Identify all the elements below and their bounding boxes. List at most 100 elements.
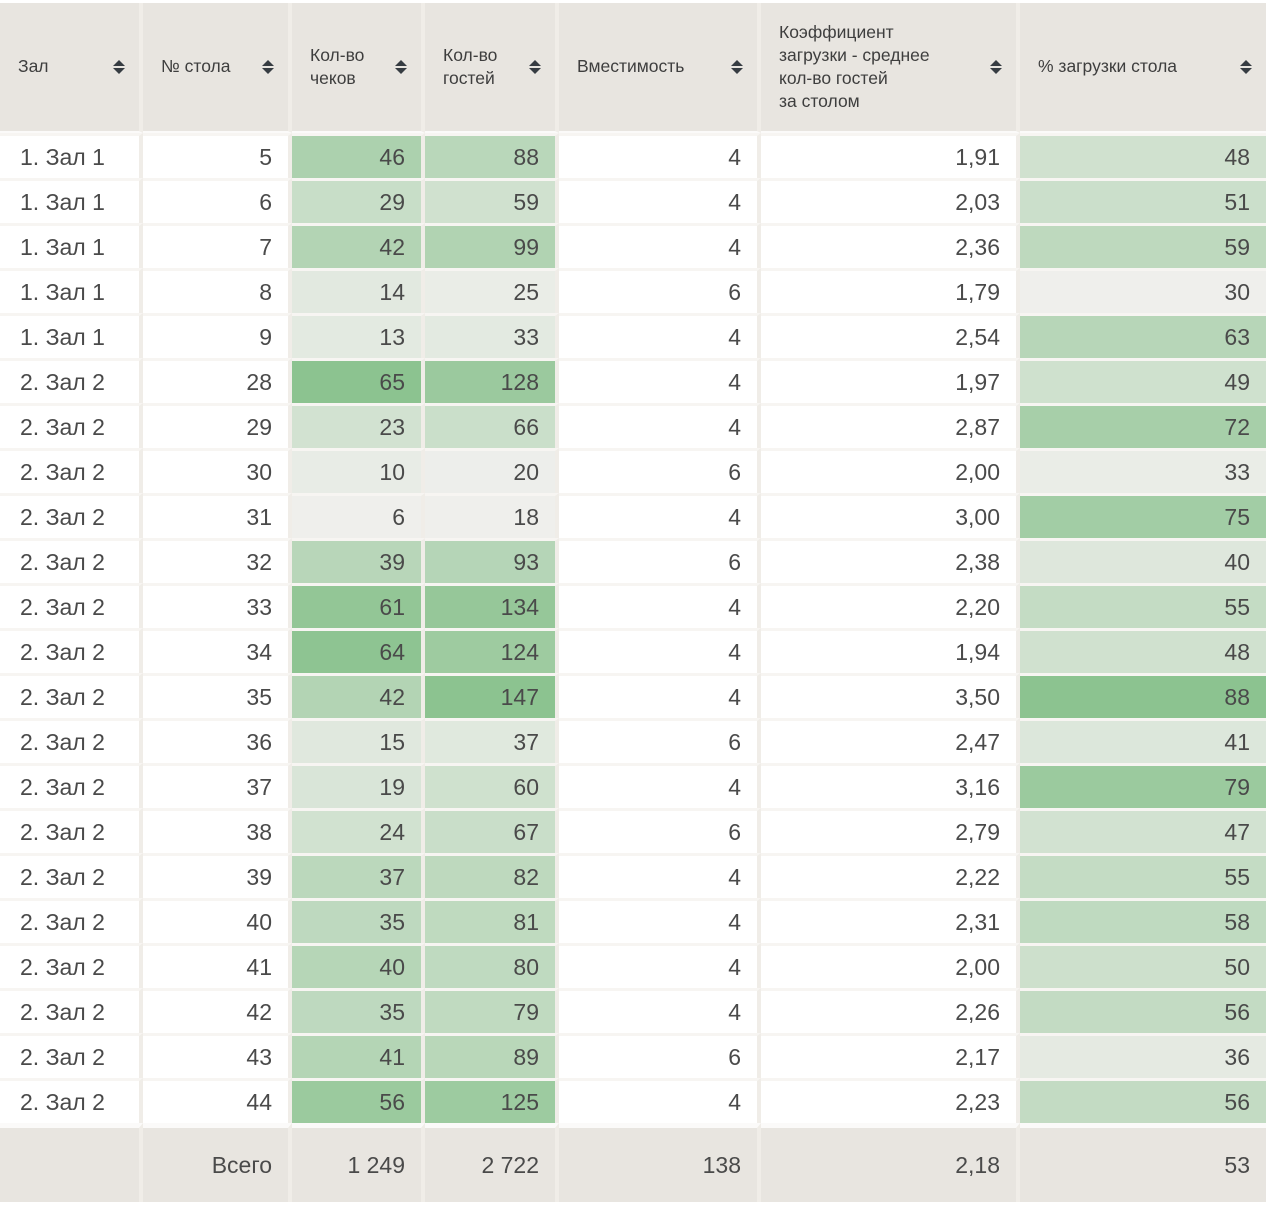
cell-checks: 13 (292, 313, 425, 358)
cell-guests: 25 (425, 268, 559, 313)
sort-down-arrow (1240, 68, 1252, 74)
sort-icon (990, 60, 1002, 74)
cell-table-no: 43 (143, 1033, 292, 1078)
cell-checks: 56 (292, 1078, 425, 1123)
cell-load-coef: 3,16 (761, 763, 1020, 808)
column-header-capacity[interactable]: Вместимость (559, 3, 761, 133)
cell-guests: 99 (425, 223, 559, 268)
cell-capacity: 4 (559, 493, 761, 538)
cell-checks: 29 (292, 178, 425, 223)
cell-checks: 14 (292, 268, 425, 313)
column-header-load-coef[interactable]: Коэффициент загрузки - среднее кол-во го… (761, 3, 1020, 133)
cell-hall: 1. Зал 1 (0, 133, 143, 178)
sort-up-arrow (529, 60, 541, 66)
cell-hall: 1. Зал 1 (0, 178, 143, 223)
cell-load-coef: 3,50 (761, 673, 1020, 718)
cell-load-coef: 2,87 (761, 403, 1020, 448)
cell-guests: 67 (425, 808, 559, 853)
cell-capacity: 4 (559, 763, 761, 808)
cell-capacity: 6 (559, 718, 761, 763)
cell-hall: 2. Зал 2 (0, 358, 143, 403)
column-header-hall[interactable]: Зал (0, 3, 143, 133)
sort-up-arrow (990, 60, 1002, 66)
cell-load-pct: 33 (1020, 448, 1266, 493)
cell-capacity: 6 (559, 1033, 761, 1078)
column-header-load-pct[interactable]: % загрузки стола (1020, 3, 1266, 133)
cell-hall: 2. Зал 2 (0, 1078, 143, 1123)
cell-load-coef: 3,00 (761, 493, 1020, 538)
cell-load-coef: 2,03 (761, 178, 1020, 223)
cell-guests: 134 (425, 583, 559, 628)
table-row: 1. Зал 1 9 13 33 4 2,54 63 (0, 313, 1266, 358)
sort-down-arrow (731, 68, 743, 74)
cell-table-no: 6 (143, 178, 292, 223)
cell-hall: 1. Зал 1 (0, 268, 143, 313)
cell-table-no: 5 (143, 133, 292, 178)
cell-guests: 88 (425, 133, 559, 178)
column-header-table-no[interactable]: № стола (143, 3, 292, 133)
cell-hall: 2. Зал 2 (0, 583, 143, 628)
cell-guests: 79 (425, 988, 559, 1033)
table-row: 2. Зал 2 41 40 80 4 2,00 50 (0, 943, 1266, 988)
column-header-checks[interactable]: Кол-во чеков (292, 3, 425, 133)
sort-icon (262, 60, 274, 74)
cell-load-pct: 48 (1020, 628, 1266, 673)
cell-checks: 19 (292, 763, 425, 808)
cell-guests: 66 (425, 403, 559, 448)
footer-total-load-coef: 2,18 (761, 1123, 1020, 1202)
cell-hall: 2. Зал 2 (0, 943, 143, 988)
cell-capacity: 4 (559, 133, 761, 178)
table-row: 2. Зал 2 33 61 134 4 2,20 55 (0, 583, 1266, 628)
cell-table-no: 31 (143, 493, 292, 538)
table-row: 2. Зал 2 31 6 18 4 3,00 75 (0, 493, 1266, 538)
cell-capacity: 4 (559, 583, 761, 628)
cell-hall: 1. Зал 1 (0, 313, 143, 358)
cell-load-coef: 1,97 (761, 358, 1020, 403)
cell-table-no: 30 (143, 448, 292, 493)
table-row: 1. Зал 1 8 14 25 6 1,79 30 (0, 268, 1266, 313)
cell-capacity: 6 (559, 268, 761, 313)
sort-down-arrow (262, 68, 274, 74)
cell-hall: 2. Зал 2 (0, 718, 143, 763)
cell-load-pct: 48 (1020, 133, 1266, 178)
cell-load-coef: 2,38 (761, 538, 1020, 583)
table-row: 2. Зал 2 29 23 66 4 2,87 72 (0, 403, 1266, 448)
cell-guests: 33 (425, 313, 559, 358)
cell-checks: 24 (292, 808, 425, 853)
cell-load-pct: 36 (1020, 1033, 1266, 1078)
cell-hall: 2. Зал 2 (0, 403, 143, 448)
sort-up-arrow (731, 60, 743, 66)
cell-checks: 64 (292, 628, 425, 673)
cell-load-pct: 41 (1020, 718, 1266, 763)
cell-capacity: 6 (559, 538, 761, 583)
cell-load-coef: 2,54 (761, 313, 1020, 358)
cell-checks: 42 (292, 223, 425, 268)
table-row: 2. Зал 2 42 35 79 4 2,26 56 (0, 988, 1266, 1033)
cell-load-pct: 40 (1020, 538, 1266, 583)
footer-total-capacity: 138 (559, 1123, 761, 1202)
table-row: 2. Зал 2 35 42 147 4 3,50 88 (0, 673, 1266, 718)
cell-checks: 35 (292, 988, 425, 1033)
cell-guests: 93 (425, 538, 559, 583)
cell-load-pct: 79 (1020, 763, 1266, 808)
cell-capacity: 4 (559, 313, 761, 358)
cell-hall: 2. Зал 2 (0, 448, 143, 493)
cell-table-no: 44 (143, 1078, 292, 1123)
table-row: 2. Зал 2 37 19 60 4 3,16 79 (0, 763, 1266, 808)
cell-hall: 1. Зал 1 (0, 223, 143, 268)
cell-hall: 2. Зал 2 (0, 853, 143, 898)
sort-icon (395, 60, 407, 74)
cell-hall: 2. Зал 2 (0, 898, 143, 943)
sort-icon (529, 60, 541, 74)
cell-load-pct: 50 (1020, 943, 1266, 988)
column-header-guests[interactable]: Кол-во гостей (425, 3, 559, 133)
cell-table-no: 35 (143, 673, 292, 718)
cell-checks: 15 (292, 718, 425, 763)
sort-icon (731, 60, 743, 74)
cell-load-pct: 63 (1020, 313, 1266, 358)
report-table: Зал № стола Кол-во чеков Кол-во гостей Вмест… (0, 3, 1266, 1202)
table-row: 2. Зал 2 36 15 37 6 2,47 41 (0, 718, 1266, 763)
cell-guests: 20 (425, 448, 559, 493)
cell-capacity: 4 (559, 403, 761, 448)
cell-load-coef: 1,79 (761, 268, 1020, 313)
